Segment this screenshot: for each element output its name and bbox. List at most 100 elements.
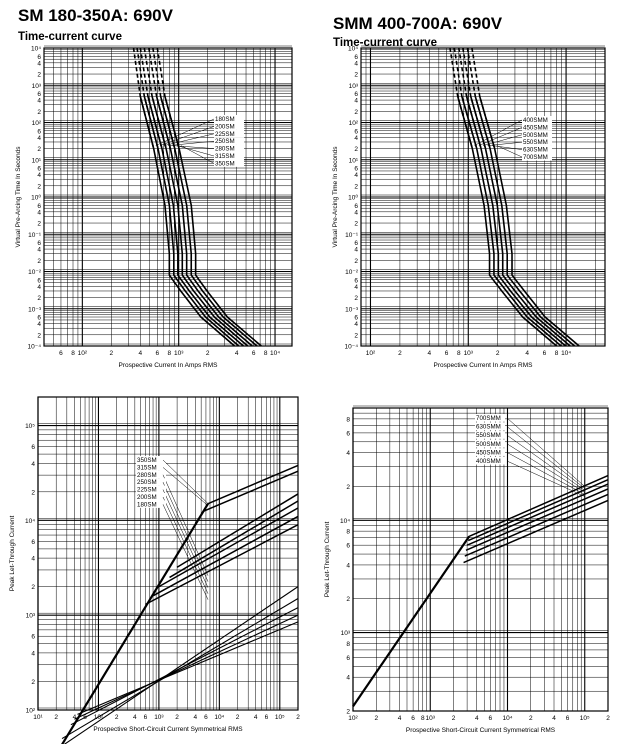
y-tick-label: 2 <box>346 596 350 603</box>
x-tick-label: 10⁴ <box>502 715 512 722</box>
series-label-350SM: 350SM <box>137 457 157 464</box>
x-axis-label: Prospective Short-Circuit Current Symmet… <box>93 726 243 733</box>
x-tick-label: 2 <box>54 714 58 721</box>
label-bg <box>214 115 244 123</box>
y-tick-label: 4 <box>31 556 35 563</box>
series-label-630SMM: 630SMM <box>523 147 548 154</box>
y-tick-label: 6 <box>31 634 35 641</box>
x-tick-label: 10² <box>366 350 376 357</box>
y-tick-label: 4 <box>37 98 41 105</box>
y-tick-label: 10⁰ <box>31 194 41 202</box>
x-tick-label: 10⁴ <box>270 350 280 357</box>
label-bg <box>136 463 166 471</box>
y-tick-label: 2 <box>354 332 358 339</box>
y-tick-label: 10⁻⁴ <box>28 344 42 351</box>
y-tick-label: 4 <box>346 675 350 682</box>
leader-line <box>478 127 523 146</box>
label-bg <box>136 500 166 508</box>
series-label-200SM: 200SM <box>137 494 157 501</box>
y-tick-label: 2 <box>37 183 41 190</box>
curve-280SM <box>176 493 299 568</box>
series-label-700SMM: 700SMM <box>523 154 548 161</box>
curve-700SMM <box>468 474 609 537</box>
y-axis-label: Peak Let-Through Current <box>324 522 331 598</box>
x-tick-label: 4 <box>254 714 258 721</box>
x-tick-label: 6 <box>252 350 256 357</box>
label-bg <box>136 478 166 486</box>
y-tick-label: 4 <box>37 284 41 291</box>
y-tick-label: 4 <box>31 461 35 468</box>
curve-low <box>74 614 299 720</box>
y-tick-label: 4 <box>354 284 358 291</box>
series-label-630SMM: 630SMM <box>476 424 501 431</box>
x-tick-label: 8 <box>71 350 75 357</box>
x-tick-label: 4 <box>133 714 137 721</box>
leader-line <box>162 496 209 594</box>
curve-180SM <box>139 96 236 347</box>
y-tick-label: 10⁴ <box>340 518 350 525</box>
curve-700SMM <box>478 96 580 347</box>
grid <box>360 45 605 347</box>
x-tick-label: 4 <box>398 715 402 722</box>
label-bg <box>522 153 552 161</box>
label-bg <box>475 457 505 465</box>
curve-315SM <box>203 470 299 512</box>
series-label-500SMM: 500SMM <box>523 132 548 139</box>
leader-line <box>487 141 523 146</box>
y-tick-label: 2 <box>37 258 41 265</box>
series-label-250SM: 250SM <box>215 138 235 145</box>
leader-line <box>506 417 585 487</box>
series-label-280SM: 280SM <box>137 472 157 479</box>
leader-line <box>492 145 523 150</box>
leader-line <box>162 474 209 576</box>
y-tick-label: 4 <box>346 562 350 569</box>
plot-frame <box>360 47 606 347</box>
x-axis-label: Prospective Current In Amps RMS <box>434 362 534 369</box>
x-axis-label: Prospective Current In Amps RMS <box>119 362 219 369</box>
x-tick-label: 10³ <box>464 350 474 357</box>
x-tick-label: 2 <box>236 714 240 721</box>
label-bg <box>214 129 244 138</box>
series-label-450SMM: 450SMM <box>523 124 548 131</box>
x-tick-label: 10³ <box>174 350 184 357</box>
label-bg <box>475 431 505 439</box>
series-label-180SM: 180SM <box>137 501 157 508</box>
y-tick-label: 2 <box>31 584 35 591</box>
label-bg <box>522 145 552 154</box>
y-tick-label: 8 <box>346 641 350 648</box>
curve-400SMM <box>456 96 558 347</box>
y-tick-label: 10² <box>26 708 36 715</box>
y-tick-label: 8 <box>346 416 350 423</box>
series-label-315SM: 315SM <box>215 153 235 160</box>
curve-200SM <box>143 96 240 347</box>
y-tick-label: 4 <box>37 321 41 328</box>
curve-630SMM <box>474 96 576 347</box>
plot-frame <box>43 47 293 347</box>
x-tick-label: 6 <box>144 714 148 721</box>
y-tick-label: 10⁴ <box>31 46 41 53</box>
x-tick-label: 6 <box>489 715 493 722</box>
y-tick-label: 10⁻² <box>345 269 359 276</box>
curve-500SMM <box>465 488 609 551</box>
x-tick-label: 6 <box>156 350 160 357</box>
y-tick-label: 10³ <box>341 630 351 637</box>
series-label-225SM: 225SM <box>215 131 235 138</box>
y-tick-label: 4 <box>37 60 41 67</box>
y-tick-label: 10⁴ <box>348 46 358 53</box>
y-tick-label: 6 <box>346 430 350 437</box>
y-tick-label: 6 <box>37 203 41 210</box>
leader-line <box>162 489 209 588</box>
chart-lt_left: 10¹ 2 4 6 10² 2 4 6 10³ 2 4 6 10⁴ 2 4 6 10⁵ 210⁵64210⁴642… <box>9 396 300 744</box>
x-tick-label: 4 <box>193 714 197 721</box>
leader-line <box>506 434 585 491</box>
curve-250SM <box>169 500 299 579</box>
x-tick-label: 6 <box>265 714 269 721</box>
series-label-550SMM: 550SMM <box>476 432 501 439</box>
y-axis-label: Peak Let-Through Current <box>9 516 16 592</box>
curve-common-segment <box>352 535 471 707</box>
right-title: SMM 400-700A: 690V <box>333 14 503 33</box>
curve-350SM <box>207 464 299 505</box>
y-tick-label: 6 <box>37 166 41 173</box>
y-tick-label: 2 <box>37 146 41 153</box>
